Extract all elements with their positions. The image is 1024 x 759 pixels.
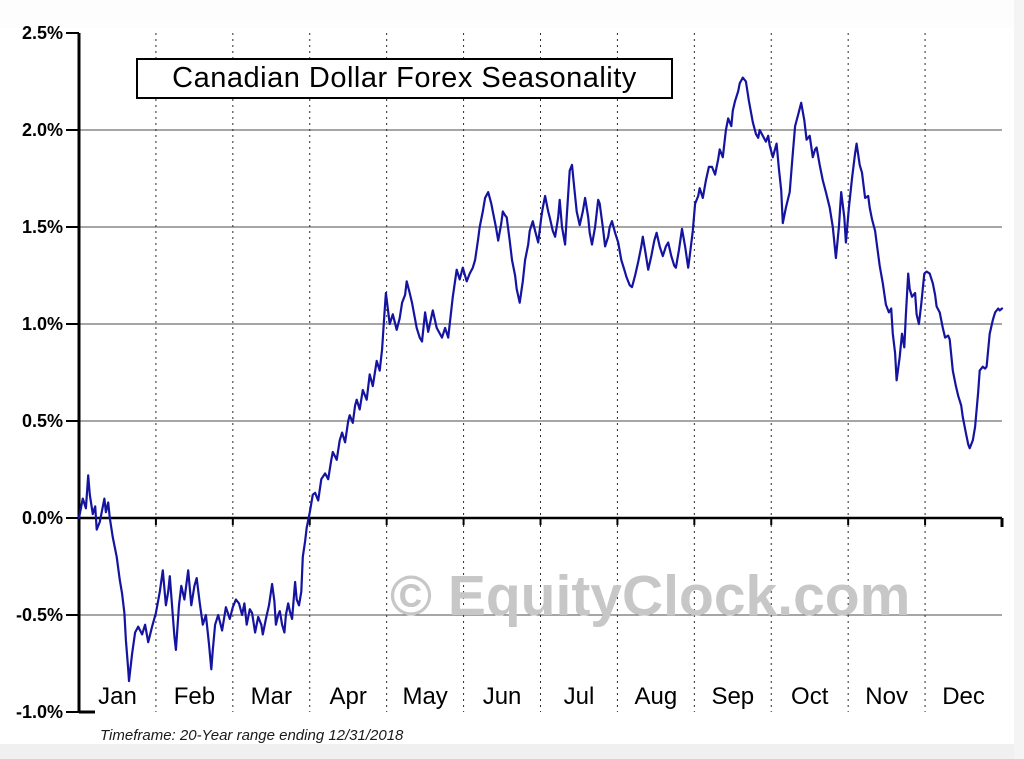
y-tick-label: -0.5% — [16, 605, 63, 625]
equityclock-watermark: © EquityClock.com — [390, 564, 911, 628]
month-label: Jan — [98, 683, 137, 710]
page-right-strip — [1014, 0, 1024, 759]
month-label: Oct — [791, 683, 829, 710]
month-label: Dec — [942, 683, 985, 710]
month-label: Apr — [330, 683, 367, 710]
y-tick-label: 0.5% — [22, 411, 63, 431]
y-tick-label: 0.0% — [22, 508, 63, 528]
month-label: Feb — [174, 683, 215, 710]
y-tick-label: 2.5% — [22, 23, 63, 43]
month-label: Jul — [564, 683, 595, 710]
y-tick-label: 1.0% — [22, 314, 63, 334]
month-label: Sep — [711, 683, 754, 710]
chart-image-surface — [0, 28, 1014, 744]
month-label: Mar — [251, 683, 292, 710]
chart-title-box: Canadian Dollar Forex Seasonality — [136, 58, 673, 99]
month-label: May — [402, 683, 447, 710]
series-line — [77, 76, 1004, 683]
timeframe-note: Timeframe: 20-Year range ending 12/31/20… — [100, 727, 404, 744]
month-label: Aug — [635, 683, 678, 710]
page-bottom-strip — [0, 744, 1024, 759]
y-tick-label: 2.0% — [22, 120, 63, 140]
chart-title: Canadian Dollar Forex Seasonality — [172, 62, 637, 94]
month-label: Jun — [483, 683, 522, 710]
month-label: Nov — [865, 683, 908, 710]
y-tick-label: 1.5% — [22, 217, 63, 237]
y-tick-label: -1.0% — [16, 702, 63, 722]
